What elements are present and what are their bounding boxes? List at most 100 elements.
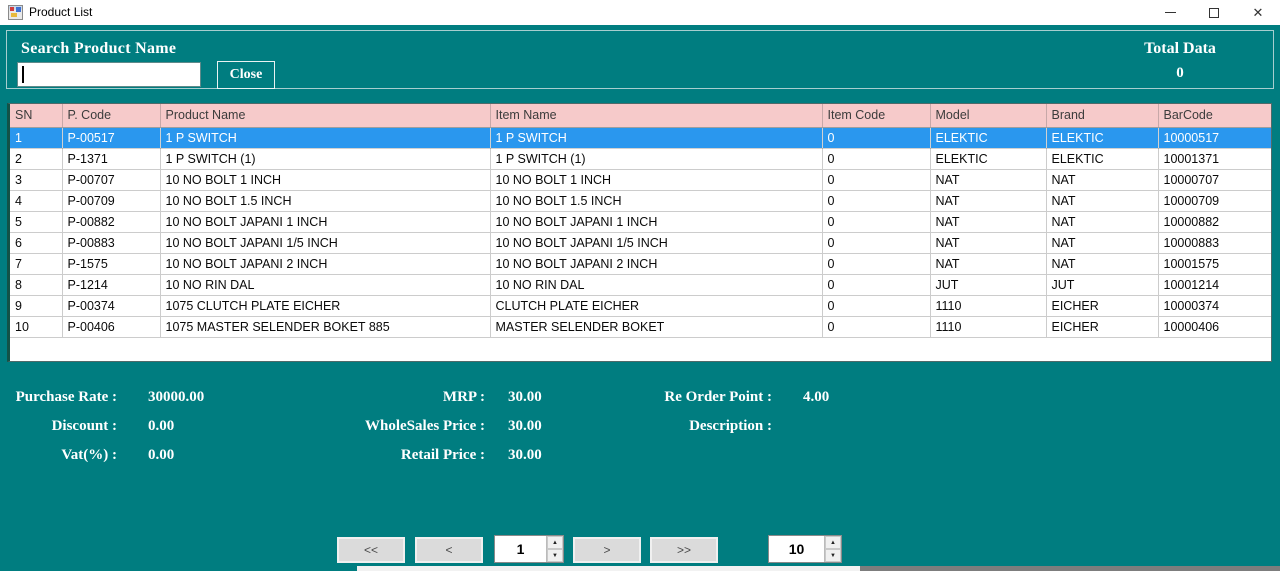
cell: NAT <box>930 253 1047 275</box>
cell: 10 NO BOLT 1.5 INCH <box>160 190 491 212</box>
close-icon: ✕ <box>1252 4 1264 20</box>
retail-price-label: Retail Price : <box>400 447 485 463</box>
cell: P-00883 <box>62 232 161 254</box>
page-up-button[interactable]: ▲ <box>547 536 563 549</box>
cell: 0 <box>822 169 931 191</box>
cell: 1 P SWITCH <box>160 127 491 149</box>
table-row[interactable]: 3 P-00707 10 NO BOLT 1 INCH 10 NO BOLT 1 IN… <box>10 169 1271 191</box>
cell: 1075 MASTER SELENDER BOKET 885 <box>160 316 491 338</box>
vat-label: Vat(%) : <box>61 447 117 463</box>
table-row[interactable]: 6 P-00883 10 NO BOLT JAPANI 1/5 INCH 10 NO … <box>10 232 1271 254</box>
column-header-model[interactable]: Model <box>930 104 1047 128</box>
table-row[interactable]: 4 P-00709 10 NO BOLT 1.5 INCH 10 NO BOLT 1.… <box>10 190 1271 212</box>
cell: 3 <box>10 169 63 191</box>
cell: 10000517 <box>1158 127 1271 149</box>
cell: 10 NO BOLT JAPANI 1 INCH <box>490 211 823 233</box>
background-window-strip <box>357 566 860 571</box>
cell: 10 NO BOLT JAPANI 1/5 INCH <box>160 232 491 254</box>
cell: 10001575 <box>1158 253 1271 275</box>
cell: 0 <box>822 295 931 317</box>
cell: MASTER SELENDER BOKET <box>490 316 823 338</box>
maximize-button[interactable] <box>1192 0 1236 25</box>
cell: ELEKTIC <box>1046 148 1159 170</box>
product-grid: SN P. Code Product Name Item Name Item Code M… <box>7 103 1272 362</box>
cell: NAT <box>930 232 1047 254</box>
cell: 2 <box>10 148 63 170</box>
cell: 1110 <box>930 295 1047 317</box>
cell: 1 P SWITCH (1) <box>490 148 823 170</box>
cell: 0 <box>822 148 931 170</box>
cell: 10001214 <box>1158 274 1271 296</box>
first-page-button[interactable]: << <box>337 537 405 563</box>
column-header-product-name[interactable]: Product Name <box>160 104 491 128</box>
cell: 1 <box>10 127 63 149</box>
close-window-button[interactable]: ✕ <box>1236 0 1280 25</box>
retail-price-value: 30.00 <box>508 447 542 463</box>
table-row[interactable]: 1 P-00517 1 P SWITCH 1 P SWITCH 0 ELEKTIC ELEK… <box>10 127 1271 149</box>
cell: 1 P SWITCH (1) <box>160 148 491 170</box>
cell: 7 <box>10 253 63 275</box>
cell: 9 <box>10 295 63 317</box>
cell: P-00709 <box>62 190 161 212</box>
page-number-stepper[interactable]: 1 ▲ ▼ <box>494 535 564 563</box>
mrp-label: MRP : <box>442 389 485 405</box>
description-label: Description : <box>689 418 772 434</box>
cell: 0 <box>822 190 931 212</box>
table-row[interactable]: 7 P-1575 10 NO BOLT JAPANI 2 INCH 10 NO BOL… <box>10 253 1271 275</box>
cell: 0 <box>822 211 931 233</box>
cell: NAT <box>1046 232 1159 254</box>
cell: 0 <box>822 274 931 296</box>
cell: 1 P SWITCH <box>490 127 823 149</box>
purchase-rate-value: 30000.00 <box>148 389 205 405</box>
cell: 1110 <box>930 316 1047 338</box>
table-row[interactable]: 2 P-1371 1 P SWITCH (1) 1 P SWITCH (1) 0 ELEK… <box>10 148 1271 170</box>
cell: 10 NO BOLT 1 INCH <box>490 169 823 191</box>
search-input[interactable] <box>17 62 201 87</box>
page-size-stepper[interactable]: 10 ▲ ▼ <box>768 535 842 563</box>
page-number-spin-buttons: ▲ ▼ <box>546 536 563 562</box>
window-controls: ✕ <box>1148 0 1280 25</box>
cell: EICHER <box>1046 316 1159 338</box>
table-row[interactable]: 9 P-00374 1075 CLUTCH PLATE EICHER CLUTCH P… <box>10 295 1271 317</box>
column-header-item-name[interactable]: Item Name <box>490 104 823 128</box>
form-body: Search Product Name Close Total Data 0 S… <box>0 25 1280 571</box>
title-bar: Product List ✕ <box>0 0 1280 25</box>
background-window-strip-dark <box>860 566 1280 571</box>
cell: NAT <box>930 190 1047 212</box>
minimize-button[interactable] <box>1148 0 1192 25</box>
page-size-up-button[interactable]: ▲ <box>825 536 841 549</box>
cell: 10000707 <box>1158 169 1271 191</box>
reorder-point-label: Re Order Point : <box>664 389 772 405</box>
page-size-down-button[interactable]: ▼ <box>825 549 841 562</box>
discount-value: 0.00 <box>148 418 175 434</box>
cell: 10 <box>10 316 63 338</box>
page-down-button[interactable]: ▼ <box>547 549 563 562</box>
total-data-value: 0 <box>1176 65 1184 81</box>
reorder-point-value: 4.00 <box>803 389 830 405</box>
cell: NAT <box>1046 169 1159 191</box>
last-page-button[interactable]: >> <box>650 537 718 563</box>
cell: 10000882 <box>1158 211 1271 233</box>
column-header-brand[interactable]: Brand <box>1046 104 1159 128</box>
close-button[interactable]: Close <box>217 61 275 89</box>
cell: 4 <box>10 190 63 212</box>
maximize-icon <box>1209 7 1219 18</box>
cell: P-00882 <box>62 211 161 233</box>
column-header-item-code[interactable]: Item Code <box>822 104 931 128</box>
cell: 0 <box>822 232 931 254</box>
page-size-spin-buttons: ▲ ▼ <box>824 536 841 562</box>
cell: 0 <box>822 253 931 275</box>
column-header-p-code[interactable]: P. Code <box>62 104 161 128</box>
cell: 6 <box>10 232 63 254</box>
cell: NAT <box>930 211 1047 233</box>
cell: P-1575 <box>62 253 161 275</box>
column-header-barcode[interactable]: BarCode <box>1158 104 1271 128</box>
prev-page-button[interactable]: < <box>415 537 483 563</box>
cell: NAT <box>1046 211 1159 233</box>
table-row[interactable]: 5 P-00882 10 NO BOLT JAPANI 1 INCH 10 NO BO… <box>10 211 1271 233</box>
table-row[interactable]: 8 P-1214 10 NO RIN DAL 10 NO RIN DAL 0 JUT JUT… <box>10 274 1271 296</box>
column-header-sn[interactable]: SN <box>10 104 63 128</box>
cell: 0 <box>822 127 931 149</box>
next-page-button[interactable]: > <box>573 537 641 563</box>
table-row[interactable]: 10 P-00406 1075 MASTER SELENDER BOKET 885 M… <box>10 316 1271 338</box>
